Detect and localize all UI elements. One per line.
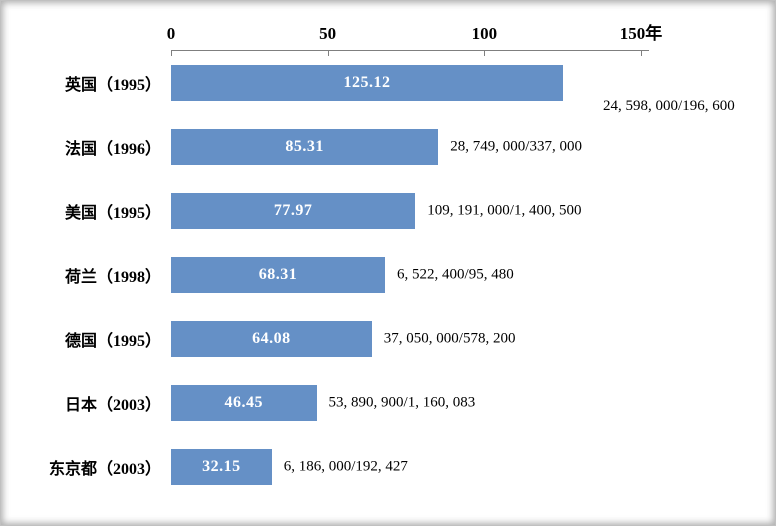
x-axis-tick-mark: [641, 51, 642, 56]
category-label: 东京都（2003）: [48, 461, 161, 478]
plot-area: 64.08 37, 050, 000/578, 200: [171, 307, 775, 371]
bar-annotation: 6, 186, 000/192, 427: [283, 458, 408, 475]
bar-row: 德国（1995） 64.08 37, 050, 000/578, 200: [1, 307, 775, 371]
category-label: 荷兰（1998）: [64, 269, 161, 286]
category-label: 英国（1995）: [64, 77, 161, 94]
plot-scale: 77.97 109, 191, 000/1, 400, 500: [171, 179, 641, 243]
x-axis-tick-mark: [484, 51, 486, 56]
bar-row: 荷兰（1998） 68.31 6, 522, 400/95, 480: [1, 243, 775, 307]
plot-scale: 64.08 37, 050, 000/578, 200: [171, 307, 641, 371]
x-axis: 0 50 100 150年: [167, 15, 662, 56]
x-axis-tick-label: 50: [319, 24, 337, 43]
bar-value-label: 46.45: [224, 394, 264, 411]
bar: 46.45: [171, 385, 317, 421]
plot-area: 68.31 6, 522, 400/95, 480: [171, 243, 775, 307]
x-axis-line: [171, 50, 649, 51]
bar: 64.08: [171, 321, 372, 357]
plot-scale: 68.31 6, 522, 400/95, 480: [171, 243, 641, 307]
bar: 68.31: [171, 257, 386, 293]
bar-annotation: 24, 598, 000/196, 600: [603, 98, 735, 114]
plot-area: 77.97 109, 191, 000/1, 400, 500: [171, 179, 775, 243]
bar-annotation: 28, 749, 000/337, 000: [450, 138, 582, 155]
x-axis-tick-label: 0: [166, 24, 176, 43]
bar-value-label: 32.15: [202, 458, 241, 475]
bar-row: 东京都（2003） 32.15 6, 186, 000/192, 427: [1, 435, 775, 499]
bar-row: 美国（1995） 77.97 109, 191, 000/1, 400, 500: [1, 179, 775, 243]
bar-annotation: 53, 890, 900/1, 160, 083: [328, 394, 476, 411]
plot-area: 125.12 24, 598, 000/196, 600: [171, 51, 775, 115]
category-label: 日本（2003）: [64, 397, 161, 414]
x-axis-tick-label: 150年: [619, 24, 663, 43]
plot-scale: 32.15 6, 186, 000/192, 427: [171, 435, 641, 499]
plot-area: 32.15 6, 186, 000/192, 427: [171, 435, 775, 499]
category-label: 德国（1995）: [64, 333, 161, 350]
x-axis-tick-label: 100: [471, 24, 498, 43]
bar-chart: 0 50 100 150年 英国（1995） 125.12 24, 598, 000/…: [1, 1, 775, 499]
plot-scale: 85.31 28, 749, 000/337, 000: [171, 115, 641, 179]
bar-rows: 英国（1995） 125.12 24, 598, 000/196, 600 法国…: [1, 51, 775, 499]
bar: 125.12: [171, 65, 564, 101]
category-label: 法国（1996）: [64, 141, 161, 158]
bar-row: 英国（1995） 125.12 24, 598, 000/196, 600: [1, 51, 775, 115]
plot-area: 46.45 53, 890, 900/1, 160, 083: [171, 371, 775, 435]
plot-area: 85.31 28, 749, 000/337, 000: [171, 115, 775, 179]
bar-annotation: 6, 522, 400/95, 480: [397, 266, 514, 283]
category-label: 美国（1995）: [64, 205, 161, 222]
x-axis-tick-mark: [171, 51, 172, 56]
x-axis-tick-mark: [327, 51, 329, 56]
bar-value-label: 77.97: [273, 202, 313, 219]
bar-value-label: 68.31: [258, 266, 298, 283]
bar-annotation: 37, 050, 000/578, 200: [383, 330, 516, 347]
plot-scale: 46.45 53, 890, 900/1, 160, 083: [171, 371, 641, 435]
bar-row: 日本（2003） 46.45 53, 890, 900/1, 160, 083: [1, 371, 775, 435]
bar-value-label: 64.08: [252, 330, 291, 347]
bar-value-label: 85.31: [285, 138, 324, 155]
bar-row: 法国（1996） 85.31 28, 749, 000/337, 000: [1, 115, 775, 179]
bar-value-label: 125.12: [343, 74, 391, 91]
bar: 77.97: [171, 193, 416, 229]
bar: 32.15: [171, 449, 272, 485]
plot-scale: 125.12 24, 598, 000/196, 600: [171, 51, 735, 115]
bar-annotation: 109, 191, 000/1, 400, 500: [427, 202, 582, 219]
bar: 85.31: [171, 129, 439, 165]
